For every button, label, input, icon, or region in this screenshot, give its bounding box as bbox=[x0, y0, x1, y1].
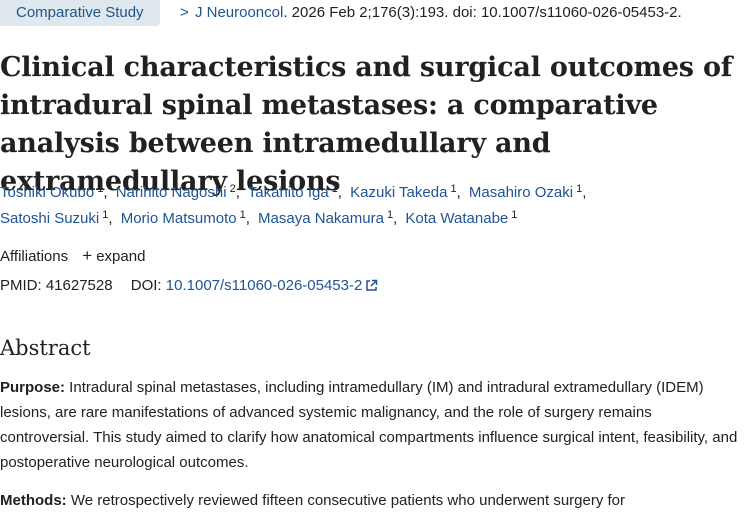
external-link-icon bbox=[366, 279, 378, 291]
doi-value[interactable]: 10.1007/s11060-026-05453-2 bbox=[165, 277, 363, 294]
pmid-value: 41627528 bbox=[45, 277, 113, 294]
expand-label: expand bbox=[96, 248, 146, 265]
author-item: Masahiro Ozaki 1, bbox=[468, 183, 587, 202]
abstract-purpose: Purpose: Intradural spinal metastases, i… bbox=[0, 375, 740, 475]
author-item: Kazuki Takeda 1, bbox=[350, 183, 461, 202]
purpose-text: Intradural spinal metastases, including … bbox=[0, 379, 738, 471]
abstract-heading: Abstract bbox=[0, 336, 91, 360]
doi-link[interactable]: 10.1007/s11060-026-05453-2 bbox=[166, 277, 379, 294]
affiliations-label: Affiliations bbox=[0, 248, 69, 265]
author-link[interactable]: Narihito Nagoshi bbox=[115, 184, 227, 201]
author-link[interactable]: Toshiki Okubo bbox=[0, 184, 95, 201]
affiliation-number[interactable]: 1 bbox=[331, 183, 338, 195]
citation-bar: Comparative Study > J Neurooncol. 2026 F… bbox=[0, 0, 750, 30]
author-link[interactable]: Takahito Iga bbox=[247, 184, 329, 201]
author-item: Takahito Iga 1, bbox=[247, 183, 342, 202]
citation-details: . 2026 Feb 2;176(3):193. doi: 10.1007/s1… bbox=[283, 4, 682, 21]
purpose-label: Purpose: bbox=[0, 379, 66, 396]
author-link[interactable]: Masaya Nakamura bbox=[258, 210, 384, 227]
identifiers-row: PMID: 41627528 DOI: 10.1007/s11060-026-0… bbox=[0, 276, 378, 296]
author-list: Toshiki Okubo 1, Narihito Nagoshi 2, Takah… bbox=[0, 180, 740, 232]
methods-text: We retrospectively reviewed fifteen cons… bbox=[66, 492, 626, 509]
article-type-badge[interactable]: Comparative Study bbox=[0, 0, 160, 26]
author-item: Satoshi Suzuki 1, bbox=[0, 209, 113, 228]
affiliation-number[interactable]: 1 bbox=[239, 209, 246, 221]
affiliation-number[interactable]: 1 bbox=[576, 183, 583, 195]
author-item: Morio Matsumoto 1, bbox=[120, 209, 250, 228]
article-title: Clinical characteristics and surgical ou… bbox=[0, 52, 733, 197]
author-item: Toshiki Okubo 1, bbox=[0, 183, 108, 202]
plus-icon: + bbox=[82, 246, 93, 265]
journal-link[interactable]: J Neurooncol bbox=[194, 4, 284, 21]
abstract-methods: Methods: We retrospectively reviewed fif… bbox=[0, 488, 740, 513]
affiliation-number[interactable]: 1 bbox=[386, 209, 394, 221]
author-link[interactable]: Kota Watanabe bbox=[405, 210, 509, 227]
citation-line: > J Neurooncol. 2026 Feb 2;176(3):193. d… bbox=[180, 4, 682, 22]
author-link[interactable]: Morio Matsumoto bbox=[120, 210, 237, 227]
affiliation-number[interactable]: 2 bbox=[229, 183, 236, 195]
author-link[interactable]: Satoshi Suzuki bbox=[0, 210, 100, 227]
affiliation-number[interactable]: 1 bbox=[97, 183, 104, 195]
chevron-right-icon: > bbox=[180, 4, 189, 21]
pmid-label: PMID: bbox=[0, 277, 42, 294]
affiliation-number[interactable]: 1 bbox=[511, 209, 518, 221]
expand-affiliations-button[interactable]: + expand bbox=[82, 246, 146, 265]
author-link[interactable]: Masahiro Ozaki bbox=[468, 184, 574, 201]
affiliation-number[interactable]: 1 bbox=[450, 183, 457, 195]
author-item: Narihito Nagoshi 2, bbox=[115, 183, 240, 202]
affiliations-row: Affiliations + expand bbox=[0, 246, 145, 267]
author-item: Kota Watanabe 1 bbox=[405, 209, 518, 228]
affiliation-number[interactable]: 1 bbox=[102, 209, 109, 221]
doi-label: DOI: bbox=[130, 277, 162, 294]
methods-label: Methods: bbox=[0, 492, 67, 509]
author-item: Masaya Nakamura 1, bbox=[258, 209, 398, 228]
author-link[interactable]: Kazuki Takeda bbox=[350, 184, 448, 201]
